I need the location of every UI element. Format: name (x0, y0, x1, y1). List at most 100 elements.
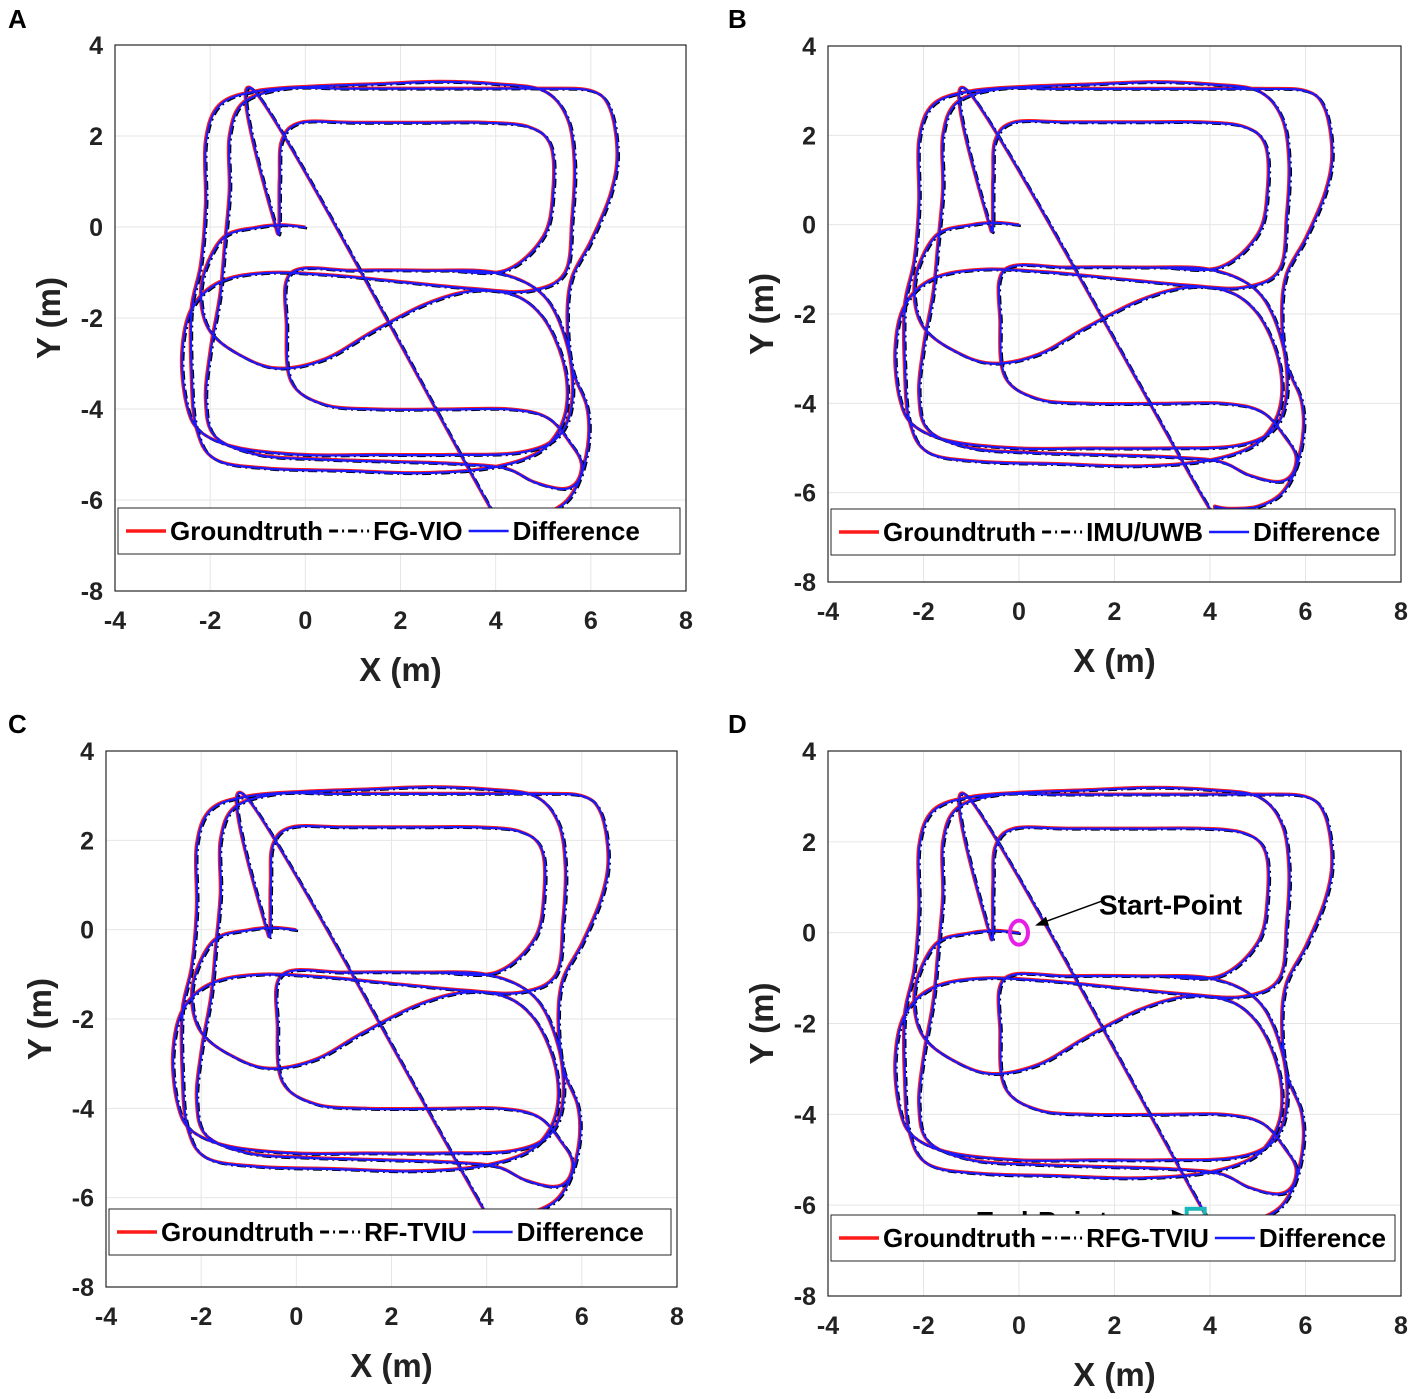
y-tick-label: -4 (794, 1101, 816, 1129)
panel-b: B -4 -2 0 2 4 6 8 4 2 0 -2 -4 -6 -8 X (m) Y (m) Groundtru… (728, 4, 1408, 679)
y-tick-label: 4 (802, 33, 816, 61)
x-tick-label: -4 (95, 1303, 117, 1331)
y-tick-label: 4 (89, 32, 103, 60)
y-axis-title: Y (m) (30, 277, 67, 359)
y-tick-label: -4 (794, 390, 816, 418)
legend-label: Groundtruth (170, 516, 323, 546)
x-tick-label: 4 (480, 1303, 494, 1331)
y-tick-label: 2 (89, 123, 103, 151)
x-tick-label: 2 (394, 607, 408, 635)
plot-frame (827, 45, 1402, 583)
x-tick-label: 4 (1203, 1312, 1217, 1340)
y-tick-label: 2 (802, 122, 816, 150)
x-tick-label: 0 (1012, 598, 1026, 626)
panels: A -4 -2 0 2 4 6 8 4 2 0 -2 -4 -6 -8 X (m) Y (m) Groundtru… (8, 4, 1408, 1393)
legend-box (108, 1208, 672, 1256)
legend-label: Groundtruth (161, 1217, 314, 1247)
panel-letter: B (728, 4, 747, 34)
x-tick-label: 8 (670, 1303, 684, 1331)
legend: Groundtruth FG-VIO Difference (117, 507, 681, 555)
y-tick-label: -8 (81, 578, 103, 606)
y-tick-label: -6 (794, 480, 816, 508)
x-tick-label: 2 (385, 1303, 399, 1331)
x-tick-label: 6 (1299, 598, 1313, 626)
x-tick-label: 0 (1012, 1312, 1026, 1340)
x-tick-label: -2 (199, 607, 221, 635)
y-tick-label: -4 (72, 1095, 94, 1123)
legend-label: RFG-TVIU (1086, 1223, 1209, 1253)
start-point-arrowhead (1035, 916, 1049, 926)
y-tick-label: -8 (794, 569, 816, 597)
y-tick-label: 0 (89, 214, 103, 242)
x-tick-label: 0 (298, 607, 312, 635)
y-tick-label: -2 (794, 1011, 816, 1039)
y-tick-label: -6 (72, 1185, 94, 1213)
legend: Groundtruth IMU/UWB Difference (830, 508, 1396, 556)
x-axis-title: X (m) (359, 651, 442, 688)
y-tick-label: 4 (80, 738, 94, 766)
legend-box (830, 508, 1396, 556)
y-tick-label: -8 (794, 1283, 816, 1311)
start-point-marker (1008, 918, 1030, 947)
x-tick-label: 8 (679, 607, 693, 635)
legend-label: Groundtruth (883, 1223, 1036, 1253)
y-tick-label: 0 (802, 212, 816, 240)
panel-letter: C (8, 709, 27, 739)
series-difference (172, 786, 610, 1240)
legend-label: RF-TVIU (364, 1217, 467, 1247)
y-tick-label: -6 (81, 487, 103, 515)
legend-label: Difference (1253, 517, 1380, 547)
y-tick-label: -6 (794, 1192, 816, 1220)
x-tick-label: -2 (912, 1312, 934, 1340)
series-difference (894, 81, 1334, 535)
series-estimate (895, 787, 1335, 1249)
x-tick-label: 6 (575, 1303, 589, 1331)
x-tick-label: 0 (289, 1303, 303, 1331)
x-tick-label: -4 (104, 607, 126, 635)
series-group (170, 785, 612, 1241)
legend-label: FG-VIO (373, 516, 463, 546)
x-axis-title: X (m) (1073, 1356, 1156, 1393)
plot-frame (114, 44, 687, 592)
series-difference (181, 80, 619, 543)
plot-frame (105, 750, 678, 1288)
y-tick-label: -2 (81, 305, 103, 333)
x-tick-label: -4 (817, 598, 839, 626)
x-axis-title: X (m) (350, 1347, 433, 1384)
legend-box (117, 507, 681, 555)
x-tick-label: -2 (912, 598, 934, 626)
x-tick-label: 6 (1299, 1312, 1313, 1340)
y-tick-label: 0 (80, 917, 94, 945)
y-tick-label: 2 (802, 829, 816, 857)
legend-label: Difference (1259, 1223, 1386, 1253)
panel-letter: A (8, 4, 27, 34)
x-tick-label: 8 (1394, 1312, 1408, 1340)
legend: Groundtruth RF-TVIU Difference (108, 1208, 672, 1256)
legend-label: Groundtruth (883, 517, 1036, 547)
x-tick-label: 4 (489, 607, 503, 635)
plot-frame (827, 750, 1402, 1297)
legend-box (830, 1214, 1396, 1262)
panel-d: D -4 -2 0 2 4 6 8 4 2 0 -2 -4 -6 -8 X (m) Y (m) Start-Poi… (728, 709, 1408, 1393)
y-tick-label: -8 (72, 1274, 94, 1302)
panel-letter: D (728, 709, 747, 739)
x-tick-label: 4 (1203, 598, 1217, 626)
x-tick-label: 2 (1108, 598, 1122, 626)
y-axis-title: Y (m) (21, 978, 58, 1060)
y-axis-title: Y (m) (743, 983, 780, 1065)
y-tick-label: 0 (802, 920, 816, 948)
legend-label: IMU/UWB (1086, 517, 1203, 547)
start-point-arrow (1036, 899, 1104, 926)
y-tick-label: -2 (794, 301, 816, 329)
x-tick-label: 6 (584, 607, 598, 635)
x-tick-label: 8 (1394, 598, 1408, 626)
panel-c: C -4 -2 0 2 4 6 8 4 2 0 -2 -4 -6 -8 X (m) Y (m) Groundtru… (8, 709, 684, 1384)
y-tick-label: 4 (802, 738, 816, 766)
x-tick-label: -2 (190, 1303, 212, 1331)
y-tick-label: -4 (81, 396, 103, 424)
y-tick-label: -2 (72, 1006, 94, 1034)
x-axis-title: X (m) (1073, 642, 1156, 679)
series-group (893, 785, 1335, 1249)
series-group (893, 80, 1335, 536)
